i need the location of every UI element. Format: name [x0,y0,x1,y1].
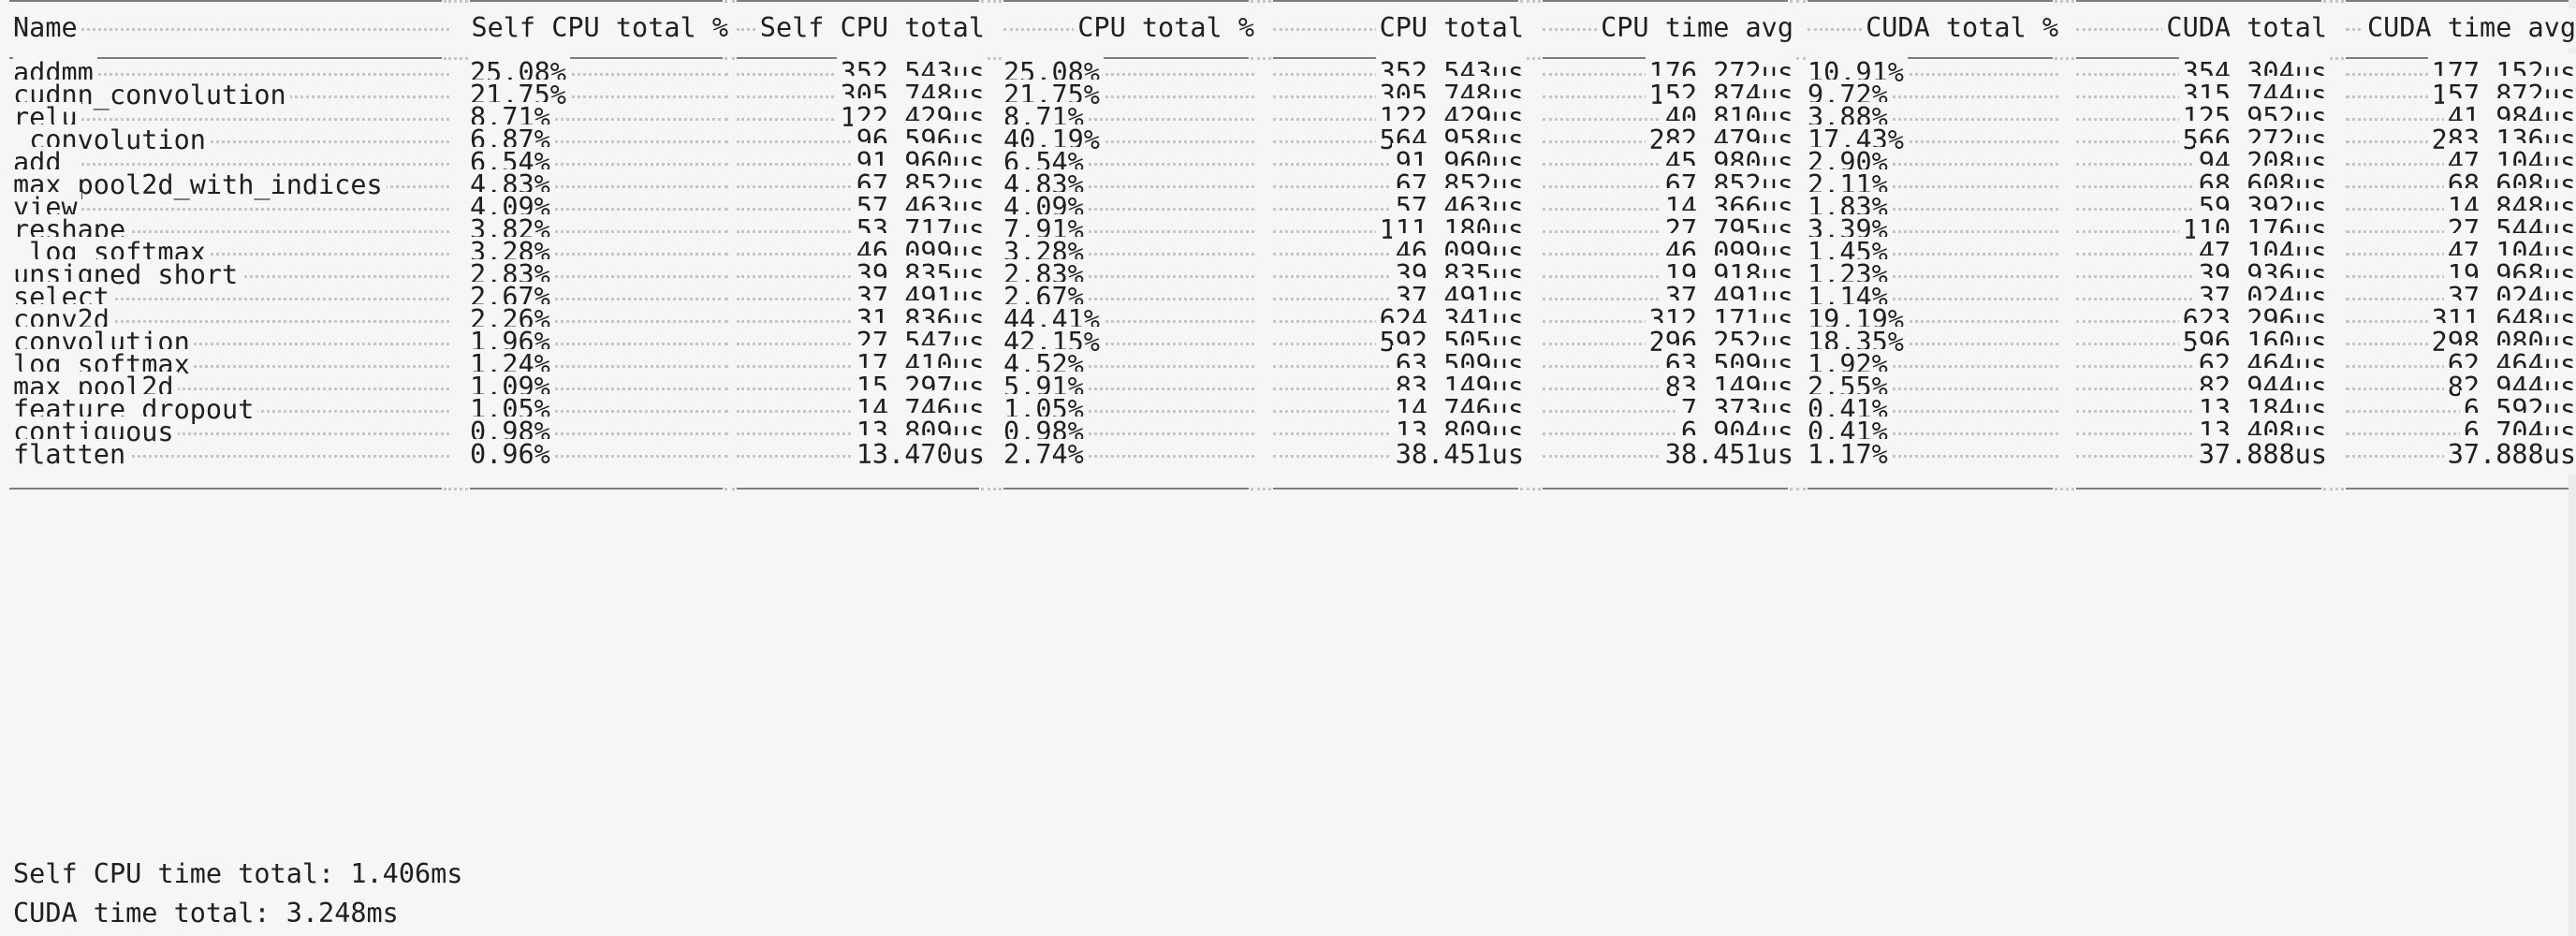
separator-segment [1543,0,1788,20]
separator-segment [470,0,723,20]
separator-gap [444,37,468,77]
separator-gap [1520,37,1541,77]
header-cpu-time-avg: CPU time avg [1597,8,1793,48]
row-self-cpu-total-cell: 13.470us [737,435,985,475]
separator-segment [2076,468,2321,507]
separator-gap [724,468,735,507]
separator-gap [2055,0,2074,20]
separator-segment [2346,468,2570,507]
separator-segment [1543,468,1788,507]
separator-segment [470,37,723,77]
separator-segment [9,468,442,507]
self-cpu-time-total-label: Self CPU time total: [13,858,335,889]
header-self-cpu-total-pct: Self CPU total % [470,8,728,48]
separator-segment [9,0,442,20]
separator-segment [1808,37,2053,77]
row-self-cpu-total-pct-cell: 0.96% [470,435,728,475]
self-cpu-time-total-value: 1.406ms [350,858,463,889]
self-cpu-time-total: Self CPU time total: 1.406ms [13,855,462,894]
top-separator [0,0,2576,20]
header-cuda-total-pct-cell: CUDA total % [1808,8,2058,48]
separator-gap [981,0,1002,20]
header-cpu-time-avg-cell: CPU time avg [1543,8,1793,48]
header-cuda-time-avg-cell: CUDA time avg [2346,8,2576,48]
row-name-cell: flatten [13,435,449,475]
table-header: Name Self CPU total % Self CPU total CPU to… [0,8,2576,48]
table-row: flatten 0.96% 13.470us 2.74% 38.451us 38.451u… [0,435,2576,475]
row-cpu-time-avg: 38.451us [1661,435,1793,475]
separator-segment [1273,468,1518,507]
separator-segment [2076,0,2321,20]
header-self-cpu-total: Self CPU total [755,8,985,48]
bottom-separator [0,468,2576,507]
separator-gap [1520,0,1541,20]
row-cuda-time-avg-cell: 37.888us [2346,435,2576,475]
header-cpu-total-cell: CPU total [1273,8,1524,48]
row-self-cpu-total-pct-cell: 2.26% [470,300,728,340]
cuda-time-total: CUDA time total: 3.248ms [13,894,399,933]
row-cpu-total-pct-cell: 2.74% [1003,435,1254,475]
header-cuda-total: CUDA total [2162,8,2327,48]
separator-segment [9,37,442,77]
separator-gap [444,468,468,507]
separator-segment [1003,0,1249,20]
row-cuda-time-avg: 37.888us [2443,435,2576,475]
separator-gap [1251,0,1271,20]
separator-gap [2323,0,2344,20]
row-cpu-total: 38.451us [1391,435,1524,475]
header-name: Name [13,12,81,43]
separator-segment [737,0,979,20]
header-name-cell: Name [13,8,449,48]
header-cuda-total-pct: CUDA total % [1862,8,2058,48]
separator-segment [1808,0,2053,20]
separator-gap [2055,37,2074,77]
separator-gap [1790,0,1806,20]
separator-segment [1003,37,1249,77]
row-cuda-total-pct: 1.17% [1808,439,1892,470]
separator-segment [737,468,979,507]
separator-gap [1790,468,1806,507]
separator-segment [2346,0,2570,20]
separator-gap [1520,468,1541,507]
row-cpu-time-avg-cell: 38.451us [1543,435,1793,475]
separator-segment [1273,0,1518,20]
separator-gap [724,37,735,77]
separator-segment [1808,468,2053,507]
separator-gap [2323,37,2344,77]
separator-gap [1251,468,1271,507]
separator-gap [1790,37,1806,77]
header-self-cpu-total-pct-cell: Self CPU total % [470,8,728,48]
cuda-time-total-value: 3.248ms [285,898,399,929]
separator-gap [2055,468,2074,507]
separator-gap [981,37,1002,77]
row-self-cpu-total: 13.470us [852,435,985,475]
row-cpu-total-cell: 592.505us [1273,323,1524,362]
row-cuda-total: 37.888us [2194,435,2327,475]
header-cpu-total-pct: CPU total % [1074,8,1254,48]
separator-gap [2323,468,2344,507]
row-cuda-total-pct-cell: 1.17% [1808,435,2058,475]
separator-segment [470,468,723,507]
row-cpu-total-cell: 38.451us [1273,435,1524,475]
cuda-time-total-label: CUDA time total: [13,898,271,929]
header-self-cpu-total-cell: Self CPU total [737,8,985,48]
separator-gap [981,468,1002,507]
separator-gap [724,0,735,20]
row-name: flatten [13,439,130,470]
separator-gap [444,0,468,20]
row-self-cpu-total-pct: 0.96% [470,439,554,470]
header-cpu-total-pct-cell: CPU total % [1003,8,1254,48]
row-self-cpu-total-pct: 2.26% [470,304,554,335]
row-cpu-total-pct: 2.74% [1003,439,1088,470]
header-cuda-total-cell: CUDA total [2076,8,2327,48]
row-cuda-total-cell: 37.888us [2076,435,2327,475]
separator-segment [1003,468,1249,507]
separator-gap [1251,37,1271,77]
header-cpu-total: CPU total [1375,8,1524,48]
header-cuda-time-avg: CUDA time avg [2363,8,2576,48]
